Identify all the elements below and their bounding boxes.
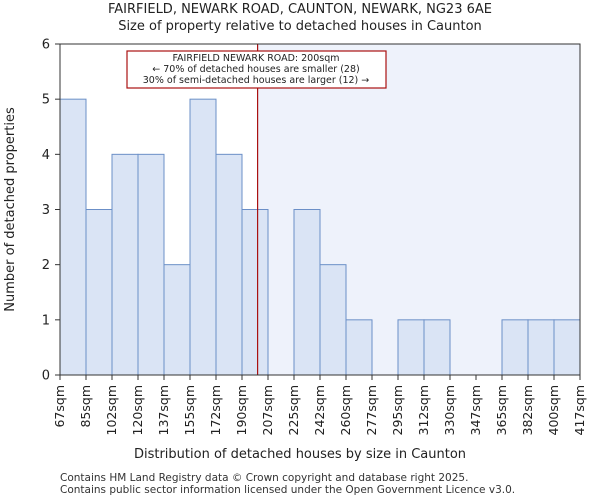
histogram-bar: [59, 98, 87, 376]
histogram-bar: [163, 264, 191, 376]
footer-licence: Contains public sector information licen…: [60, 484, 516, 496]
y-tick-label: 4: [42, 148, 50, 163]
chart-subtitle: Size of property relative to detached ho…: [118, 19, 482, 34]
y-tick-label: 6: [42, 38, 50, 53]
chart-title-address: FAIRFIELD, NEWARK ROAD, CAUNTON, NEWARK,…: [108, 2, 492, 17]
x-tick-label: 330sqm: [442, 385, 457, 435]
histogram-bar: [345, 319, 373, 376]
histogram-bar: [501, 319, 529, 376]
histogram-bar: [137, 153, 165, 376]
x-tick-label: 85sqm: [78, 385, 93, 428]
y-tick-label: 3: [42, 203, 50, 218]
x-tick-label: 155sqm: [182, 385, 197, 435]
x-tick-label: 225sqm: [286, 385, 301, 435]
y-axis-label: Number of detached properties: [3, 107, 18, 312]
x-tick-label: 382sqm: [520, 385, 535, 435]
x-tick-label: 417sqm: [572, 385, 587, 435]
x-tick-label: 190sqm: [234, 385, 249, 435]
x-tick-label: 137sqm: [156, 385, 171, 435]
x-tick-label: 260sqm: [338, 385, 353, 435]
footer-land-registry: Contains HM Land Registry data © Crown c…: [60, 472, 469, 484]
x-tick-label: 172sqm: [208, 385, 223, 435]
plot-frame: [59, 43, 581, 376]
x-tick-label: 365sqm: [494, 385, 509, 435]
y-tick-label: 5: [42, 93, 50, 108]
y-tick-label: 1: [42, 313, 50, 328]
x-tick-label: 120sqm: [130, 385, 145, 435]
histogram-bar: [423, 319, 451, 376]
histogram-bar: [215, 153, 243, 376]
histogram-bar: [111, 153, 139, 376]
annotation-smaller: ← 70% of detached houses are smaller (28…: [152, 64, 359, 75]
histogram-bar: [241, 209, 269, 376]
x-axis-label: Distribution of detached houses by size …: [134, 447, 466, 462]
histogram-bar: [527, 319, 555, 376]
x-tick-label: 277sqm: [364, 385, 379, 435]
annotation-larger: 30% of semi-detached houses are larger (…: [143, 75, 370, 86]
annotation-border: [126, 50, 387, 89]
histogram-bar: [397, 319, 425, 376]
y-tick-label: 0: [42, 369, 50, 384]
x-tick-label: 242sqm: [312, 385, 327, 435]
x-tick-label: 67sqm: [52, 385, 67, 428]
histogram-bar: [189, 98, 217, 376]
x-tick-label: 347sqm: [468, 385, 483, 435]
y-tick-label: 2: [42, 258, 50, 273]
annotation-box: FAIRFIELD NEWARK ROAD: 200sqm ← 70% of d…: [126, 50, 387, 89]
x-tick-label: 207sqm: [260, 385, 275, 435]
histogram-bar: [85, 209, 113, 376]
histogram-bar: [553, 319, 581, 376]
x-tick-label: 312sqm: [416, 385, 431, 435]
histogram-bar: [293, 209, 321, 376]
x-tick-label: 400sqm: [546, 385, 561, 435]
histogram-bar: [319, 264, 347, 376]
x-tick-label: 102sqm: [104, 385, 119, 435]
annotation-title: FAIRFIELD NEWARK ROAD: 200sqm: [172, 53, 339, 64]
x-tick-label: 295sqm: [390, 385, 405, 435]
